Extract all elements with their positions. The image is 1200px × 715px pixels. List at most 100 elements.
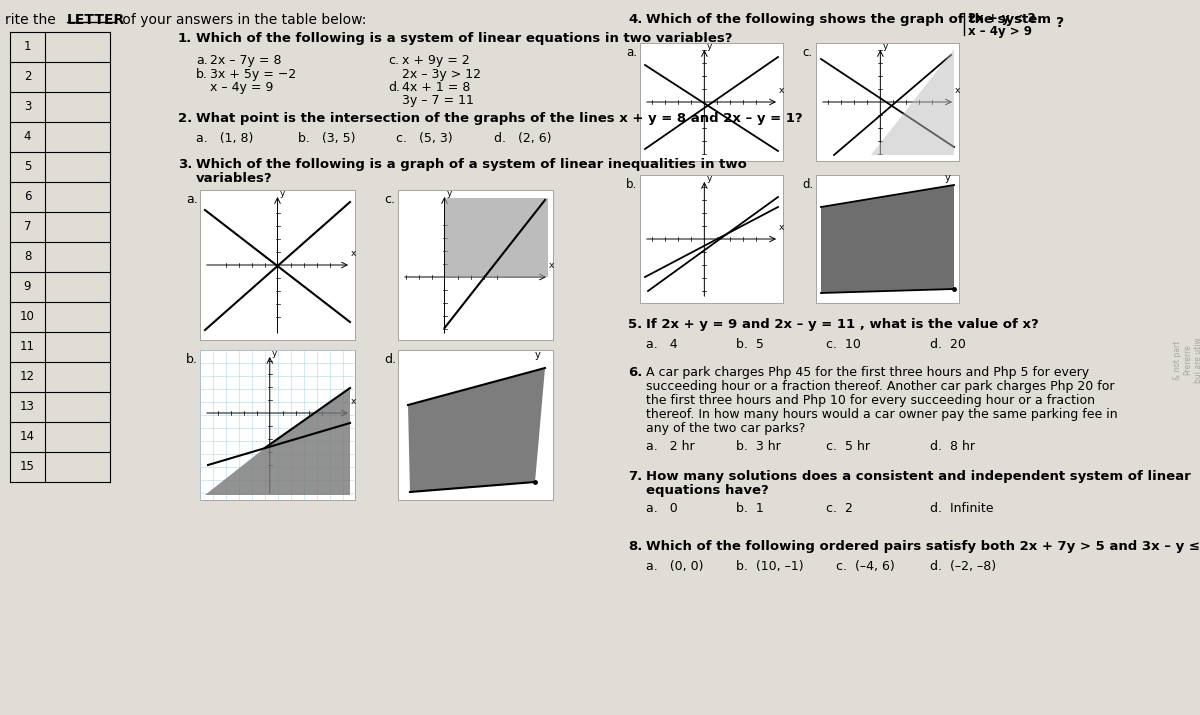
Text: 7: 7 (24, 220, 31, 234)
Text: y: y (707, 174, 712, 183)
Text: succeeding hour or a fraction thereof. Another car park charges Php 20 for: succeeding hour or a fraction thereof. A… (646, 380, 1115, 393)
Bar (200, 350, 355, 500)
Text: x: x (550, 261, 554, 270)
Text: 2x – 7y = 8: 2x – 7y = 8 (210, 54, 282, 67)
Text: 13: 13 (20, 400, 35, 413)
Text: Which of the following ordered pairs satisfy both 2x + 7y > 5 and 3x – y ≤ 2?: Which of the following ordered pairs sat… (646, 540, 1200, 553)
Text: x + 9y = 2: x + 9y = 2 (402, 54, 469, 67)
Text: c.: c. (384, 193, 395, 206)
Text: x: x (779, 223, 785, 232)
Text: a.   0: a. 0 (646, 502, 678, 515)
Text: y: y (280, 189, 284, 198)
Text: If 2x + y = 9 and 2x – y = 11 , what is the value of x?: If 2x + y = 9 and 2x – y = 11 , what is … (646, 318, 1039, 331)
Text: 3: 3 (24, 101, 31, 114)
Text: 4x + 1 = 8: 4x + 1 = 8 (402, 81, 470, 94)
Text: 5.: 5. (628, 318, 642, 331)
Text: 3.: 3. (178, 158, 192, 171)
Text: a.: a. (196, 54, 208, 67)
Text: c.  (–4, 6): c. (–4, 6) (836, 560, 895, 573)
Text: a.   (0, 0): a. (0, 0) (646, 560, 703, 573)
Text: d.  8 hr: d. 8 hr (930, 440, 974, 453)
Text: b.  1: b. 1 (736, 502, 763, 515)
Text: y: y (707, 42, 712, 51)
Text: x: x (352, 249, 356, 258)
Text: b.  (10, –1): b. (10, –1) (736, 560, 804, 573)
Text: y: y (446, 189, 452, 198)
Text: rite the: rite the (5, 13, 60, 27)
Text: d.   (2, 6): d. (2, 6) (494, 132, 552, 145)
Text: 2: 2 (24, 71, 31, 84)
Text: 12: 12 (20, 370, 35, 383)
Text: LETTER: LETTER (67, 13, 125, 27)
Text: 5: 5 (24, 160, 31, 174)
Text: thereof. In how many hours would a car owner pay the same parking fee in: thereof. In how many hours would a car o… (646, 408, 1117, 421)
Text: d.: d. (802, 178, 814, 191)
Text: b.  5: b. 5 (736, 338, 764, 351)
Text: b.  3 hr: b. 3 hr (736, 440, 781, 453)
Text: 1: 1 (24, 41, 31, 54)
Text: 2x – 3y > 12: 2x – 3y > 12 (402, 68, 481, 81)
Text: x: x (955, 86, 960, 95)
Text: 2.: 2. (178, 112, 192, 125)
Text: 8: 8 (24, 250, 31, 264)
Text: d.  (–2, –8): d. (–2, –8) (930, 560, 996, 573)
Text: y: y (535, 350, 541, 360)
Text: c.  2: c. 2 (826, 502, 853, 515)
Text: 6.: 6. (628, 366, 642, 379)
Text: x: x (352, 397, 356, 406)
Text: d.  Infinite: d. Infinite (930, 502, 994, 515)
Text: y: y (946, 173, 950, 183)
Text: 6: 6 (24, 190, 31, 204)
Text: x: x (779, 86, 785, 95)
Bar (200, 190, 355, 340)
Text: 3x + 5y = −2: 3x + 5y = −2 (210, 68, 296, 81)
Text: a.: a. (186, 193, 198, 206)
Text: 4.: 4. (628, 13, 642, 26)
Text: 10: 10 (20, 310, 35, 323)
Text: 4: 4 (24, 131, 31, 144)
Text: a.   2 hr: a. 2 hr (646, 440, 695, 453)
Text: A car park charges Php 45 for the first three hours and Php 5 for every: A car park charges Php 45 for the first … (646, 366, 1090, 379)
Text: c.   (5, 3): c. (5, 3) (396, 132, 452, 145)
Text: a.   (1, 8): a. (1, 8) (196, 132, 253, 145)
Text: a.   4: a. 4 (646, 338, 678, 351)
Text: d.: d. (384, 353, 396, 366)
Text: c.: c. (388, 54, 398, 67)
Text: 3y – 7 = 11: 3y – 7 = 11 (402, 94, 474, 107)
Bar (816, 175, 959, 303)
Text: 11: 11 (20, 340, 35, 353)
Bar (640, 175, 784, 303)
Text: y: y (271, 349, 277, 358)
Text: Which of the following is a graph of a system of linear inequalities in two: Which of the following is a graph of a s… (196, 158, 746, 171)
Text: ?: ? (1056, 16, 1064, 30)
Bar (398, 350, 553, 500)
Text: What point is the intersection of the graphs of the lines x + y = 8 and 2x – y =: What point is the intersection of the gr… (196, 112, 803, 125)
Text: d.  20: d. 20 (930, 338, 966, 351)
Text: b.: b. (196, 68, 208, 81)
Text: x – 4y > 9: x – 4y > 9 (968, 25, 1032, 38)
Text: c.  5 hr: c. 5 hr (826, 440, 870, 453)
Text: variables?: variables? (196, 172, 272, 185)
Polygon shape (821, 185, 954, 293)
Text: & not part
Prererre
bui are utiw: & not part Prererre bui are utiw (1174, 337, 1200, 383)
Text: 15: 15 (20, 460, 35, 473)
Text: 14: 14 (20, 430, 35, 443)
Text: 9: 9 (24, 280, 31, 293)
Text: of your answers in the table below:: of your answers in the table below: (118, 13, 366, 27)
Text: a.: a. (626, 46, 637, 59)
Text: 1.: 1. (178, 32, 192, 45)
Polygon shape (871, 49, 954, 155)
Bar (640, 43, 784, 161)
Polygon shape (408, 368, 545, 492)
Bar (816, 43, 959, 161)
Text: x – 4y = 9: x – 4y = 9 (210, 81, 274, 94)
Polygon shape (444, 198, 548, 277)
Text: b.   (3, 5): b. (3, 5) (298, 132, 355, 145)
Text: c.  10: c. 10 (826, 338, 860, 351)
Text: equations have?: equations have? (646, 484, 769, 497)
Text: d.: d. (388, 81, 400, 94)
Text: b.: b. (626, 178, 637, 191)
Text: 8.: 8. (628, 540, 642, 553)
Polygon shape (205, 388, 350, 495)
Text: c.: c. (802, 46, 812, 59)
